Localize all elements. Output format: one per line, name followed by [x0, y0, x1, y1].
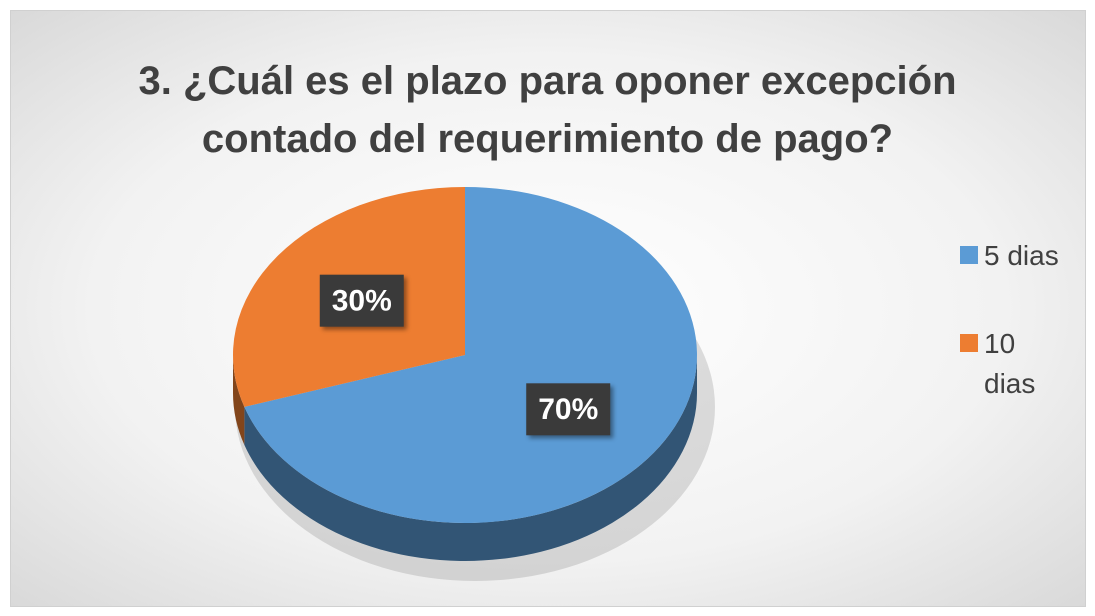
- legend-swatch: [960, 334, 978, 352]
- data-label: 30%: [332, 285, 392, 318]
- pie-slice: [244, 187, 697, 524]
- pie-side: [244, 355, 697, 562]
- data-label-box: [319, 274, 404, 327]
- data-label-box: [526, 383, 611, 436]
- chart-title: 3. ¿Cuál es el plazo para oponer excepci…: [138, 59, 957, 161]
- legend-label: 10 dias: [984, 328, 1036, 399]
- data-label: 70%: [538, 393, 598, 426]
- legend-label: 5 dias: [984, 240, 1059, 271]
- legend-swatch: [960, 246, 978, 264]
- legend-item: 5 dias: [960, 236, 1066, 276]
- legend-item: 10 dias: [960, 324, 1066, 404]
- pie-side: [233, 355, 245, 445]
